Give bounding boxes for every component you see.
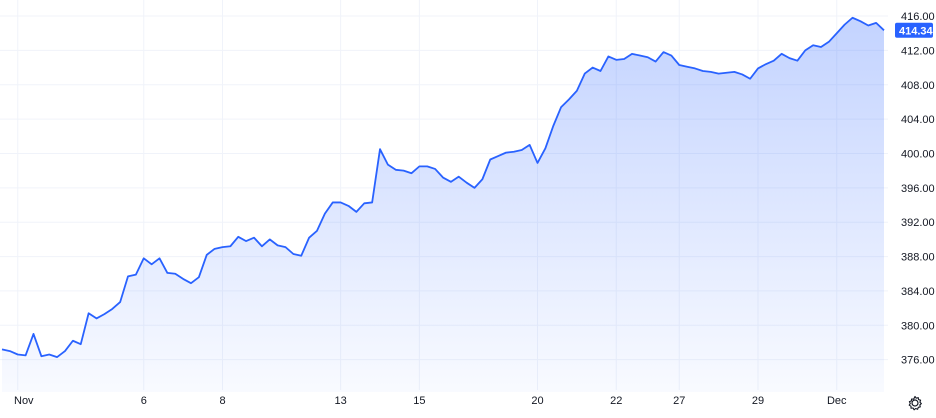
x-axis[interactable]: Nov 6 8 13 15 20 22 27 29 Dec xyxy=(14,395,847,407)
x-tick-label: 13 xyxy=(335,395,347,407)
y-tick-label: 412.00 xyxy=(901,45,935,57)
y-tick-label: 396.00 xyxy=(901,183,935,195)
last-price-label: 414.34 xyxy=(899,25,934,37)
price-line xyxy=(1,16,885,358)
y-tick-label: 392.00 xyxy=(901,217,935,229)
x-tick-label: 8 xyxy=(219,395,225,407)
last-price-tag-bg xyxy=(895,22,933,38)
y-tick-label: 380.00 xyxy=(901,320,935,332)
x-tick-label: 27 xyxy=(673,395,685,407)
y-tick-label: 384.00 xyxy=(901,286,935,298)
x-tick-label: 15 xyxy=(413,395,425,407)
x-tick-label: Dec xyxy=(827,395,847,407)
y-tick-label: 400.00 xyxy=(901,148,935,160)
x-tick-label: 6 xyxy=(141,395,147,407)
y-tick-label: 388.00 xyxy=(901,252,935,264)
last-price-tag: 414.34 xyxy=(895,22,934,38)
x-tick-label: 29 xyxy=(752,395,764,407)
x-tick-label: 22 xyxy=(610,395,622,407)
y-tick-label: 376.00 xyxy=(901,355,935,367)
y-tick-label: 404.00 xyxy=(901,114,935,126)
chart-settings-button[interactable] xyxy=(906,394,924,412)
x-tick-label: 20 xyxy=(531,395,543,407)
gear-icon xyxy=(908,395,922,411)
price-area xyxy=(2,17,884,392)
x-tick-label: Nov xyxy=(14,395,34,407)
y-tick-label: 408.00 xyxy=(901,80,935,92)
y-tick-label: 416.00 xyxy=(901,11,935,23)
y-axis[interactable]: 416.00 412.00 408.00 404.00 400.00 396.00 392.… xyxy=(901,11,935,367)
